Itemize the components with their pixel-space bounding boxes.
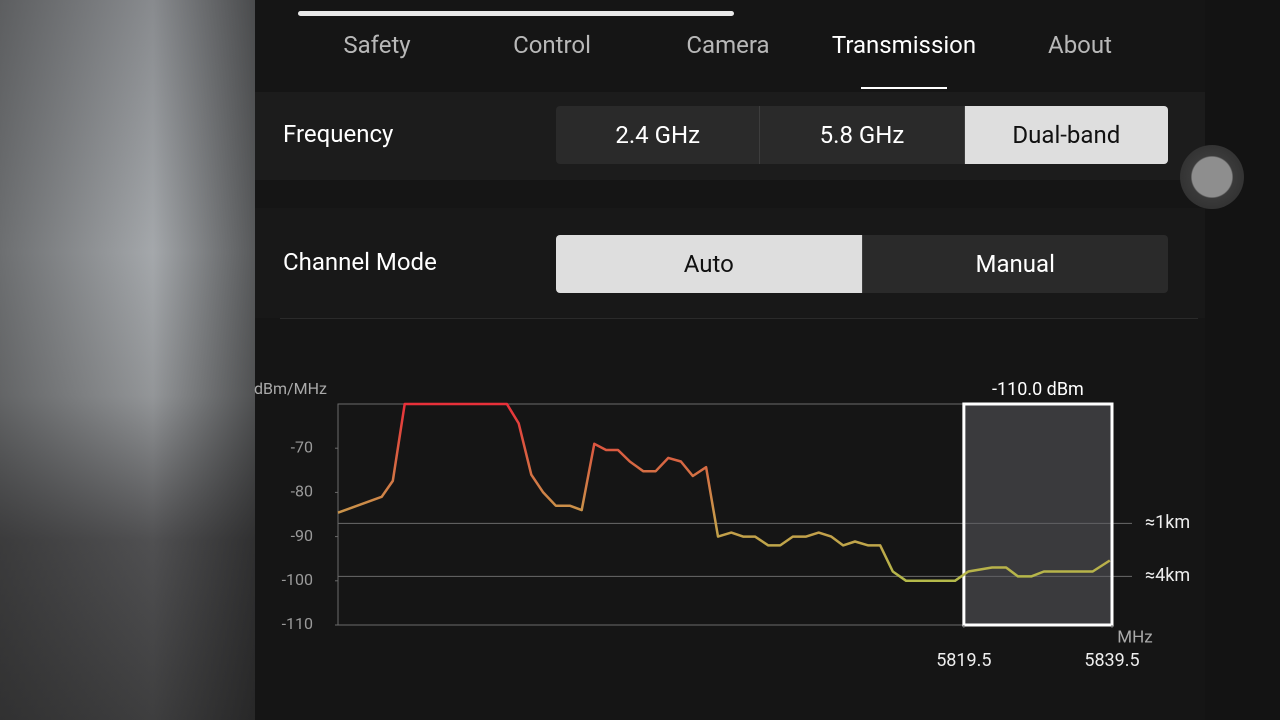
range-label: -110.0 dBm (992, 379, 1084, 400)
frequency-selector: 2.4 GHz 5.8 GHz Dual-band (556, 106, 1168, 164)
reference-label: ≈1km (1145, 512, 1190, 533)
segment-option[interactable]: Manual (861, 235, 1169, 293)
y-axis-label: dBm/MHz (254, 379, 327, 398)
reference-label: ≈4km (1145, 565, 1190, 586)
divider (280, 318, 1198, 319)
handle-bar (298, 11, 734, 16)
x-tick-label: 5819.5 (936, 650, 991, 671)
x-tick-label: 5839.5 (1084, 650, 1139, 671)
y-tick-label: -110 (282, 614, 313, 633)
tab[interactable]: Safety (343, 31, 411, 59)
spectrum-line (337, 402, 1111, 583)
selected-range (962, 402, 1114, 627)
tab[interactable]: About (1048, 31, 1112, 59)
float-button[interactable] (1180, 145, 1244, 209)
tab-indicator (861, 87, 947, 89)
segment-option[interactable]: Dual-band (963, 106, 1168, 164)
channel-selector: Auto Manual (556, 235, 1168, 293)
y-tick-label: -90 (291, 526, 313, 545)
row-label: Frequency (283, 120, 394, 148)
segment-option[interactable]: 5.8 GHz (759, 106, 963, 164)
y-tick-label: -80 (291, 482, 313, 501)
row-label: Channel Mode (283, 248, 437, 276)
y-tick-label: -100 (282, 570, 313, 589)
x-axis-label: MHz (1117, 627, 1152, 647)
side-strip (1205, 0, 1280, 720)
y-tick-label: -70 (291, 437, 313, 456)
tab[interactable]: Transmission (831, 31, 977, 59)
tab[interactable]: Camera (686, 31, 770, 59)
camera-view (0, 0, 255, 720)
tab[interactable]: Control (513, 31, 591, 59)
segment-option[interactable]: 2.4 GHz (615, 121, 700, 149)
segment-option[interactable]: Auto (556, 235, 862, 293)
